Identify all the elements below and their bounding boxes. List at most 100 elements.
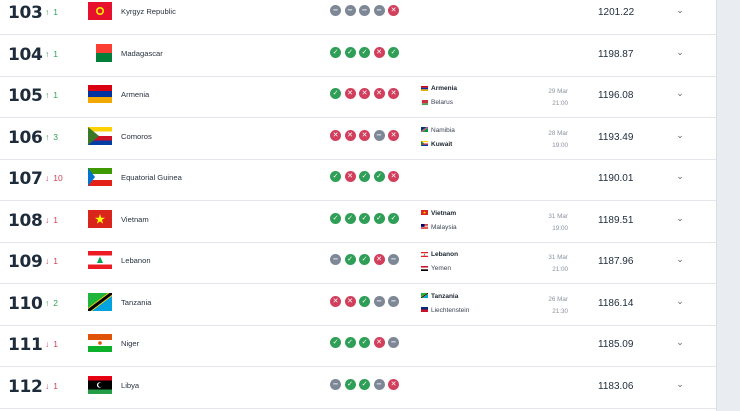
chevron-down-icon[interactable]: ⌄ — [676, 213, 684, 224]
draw-minus-icon: − — [373, 295, 385, 307]
country-name[interactable]: Madagascar — [121, 48, 163, 58]
rank-change-value: 1 — [53, 380, 58, 391]
team-flag-icon — [421, 251, 428, 257]
draw-minus-icon: − — [344, 5, 356, 16]
table-row[interactable]: 106 ↑ 3 Comoros ✕ ✕ ✕ − ✕ Namibia Kuwait 28 Mar 1… — [0, 118, 716, 160]
match-datetime: 28 Mar 19:00 — [520, 128, 568, 152]
loss-cross-icon: ✕ — [373, 254, 385, 265]
match-time: 19:00 — [552, 224, 568, 232]
country-name[interactable]: Vietnam — [121, 214, 149, 224]
rank-number: 108 — [8, 210, 43, 231]
rank-number: 103 — [8, 3, 43, 23]
country-name[interactable]: Niger — [121, 339, 140, 348]
rank-change-value: 1 — [53, 48, 58, 59]
rank-change: ↓ 1 — [45, 339, 58, 349]
loss-cross-icon: ✕ — [344, 129, 356, 141]
rank-up-arrow-icon: ↑ — [45, 131, 50, 142]
loss-cross-icon: ✕ — [344, 171, 356, 182]
match-home-team: Tanzania — [421, 293, 458, 303]
match-away-team: Yemen — [421, 265, 451, 275]
win-check-icon: ✓ — [344, 46, 356, 58]
loss-cross-icon: ✕ — [359, 88, 370, 99]
loss-cross-icon: ✕ — [388, 5, 399, 16]
rank-number: 104 — [8, 44, 43, 65]
table-row[interactable]: 112 ↓ 1 Libya − ✓ ✓ − ✕ 1183.06 ⌄ — [0, 367, 716, 409]
rank-number: 107 — [8, 169, 43, 189]
rank-down-arrow-icon: ↓ — [45, 214, 50, 225]
match-home-team: Armenia — [421, 85, 457, 95]
country-name[interactable]: Tanzania — [121, 297, 152, 307]
chevron-down-icon[interactable]: ⌄ — [676, 47, 684, 58]
win-check-icon: ✓ — [359, 295, 370, 307]
draw-minus-icon: − — [373, 378, 385, 390]
draw-minus-icon: − — [388, 254, 399, 265]
draw-minus-icon: − — [373, 129, 385, 141]
table-row[interactable]: 107 ↓ 10 Equatorial Guinea ✓ ✕ ✓ ✓ ✕ 1190.01 ⌄ — [0, 159, 716, 201]
chevron-down-icon[interactable]: ⌄ — [676, 130, 684, 141]
draw-minus-icon: − — [330, 5, 341, 16]
chevron-down-icon[interactable]: ⌄ — [676, 338, 684, 348]
loss-cross-icon: ✕ — [373, 46, 385, 58]
country-name[interactable]: Equatorial Guinea — [121, 173, 182, 182]
country-name[interactable]: Lebanon — [121, 256, 151, 265]
rank-change-value: 1 — [53, 90, 58, 100]
match-time: 21:30 — [552, 307, 568, 315]
chevron-down-icon[interactable]: ⌄ — [676, 6, 684, 16]
draw-minus-icon: − — [388, 337, 399, 348]
rank-down-arrow-icon: ↓ — [45, 256, 50, 266]
rank-number: 109 — [8, 252, 43, 272]
chevron-down-icon[interactable]: ⌄ — [676, 89, 684, 99]
draw-minus-icon: − — [388, 295, 399, 307]
draw-minus-icon: − — [373, 5, 385, 16]
table-row[interactable]: 111 ↓ 1 Niger ✓ ✓ ✓ ✕ −1185.09 ⌄ — [0, 325, 716, 367]
country-name[interactable]: Kyrgyz Republic — [121, 7, 176, 16]
loss-cross-icon: ✕ — [388, 129, 399, 141]
draw-minus-icon: − — [359, 5, 370, 16]
team-flag-icon — [421, 141, 428, 147]
loss-cross-icon: ✕ — [330, 129, 341, 141]
team-flag-icon — [421, 224, 428, 230]
table-row[interactable]: 103 ↑ 1 Kyrgyz Republic − − − − ✕ 1201.22 ⌄ — [0, 0, 716, 35]
country-flag-icon — [88, 209, 112, 228]
rank-change-value: 1 — [53, 214, 58, 225]
total-points: 1187.96 — [598, 256, 634, 267]
rank-change: ↑ 1 — [45, 49, 58, 59]
win-check-icon: ✓ — [388, 46, 399, 58]
win-check-icon: ✓ — [359, 46, 370, 58]
match-away-team: Malaysia — [421, 224, 457, 234]
win-check-icon: ✓ — [344, 212, 356, 224]
loss-cross-icon: ✕ — [344, 295, 356, 307]
chevron-down-icon[interactable]: ⌄ — [676, 172, 684, 182]
win-check-icon: ✓ — [344, 378, 356, 390]
rank-down-arrow-icon: ↓ — [45, 173, 50, 183]
table-row[interactable]: 104 ↑ 1 Madagascar ✓ ✓ ✓ ✕ ✓ 1198.87 ⌄ — [0, 35, 716, 77]
chevron-down-icon[interactable]: ⌄ — [676, 296, 684, 307]
match-datetime: 31 Mar 21:00 — [520, 252, 568, 276]
win-check-icon: ✓ — [330, 337, 341, 348]
rank-number: 111 — [8, 335, 43, 355]
match-datetime: 26 Mar 21:30 — [520, 294, 568, 318]
loss-cross-icon: ✕ — [388, 171, 399, 182]
match-time: 19:00 — [552, 141, 568, 149]
chevron-down-icon[interactable]: ⌄ — [676, 255, 684, 265]
match-datetime: 31 Mar 19:00 — [520, 211, 568, 235]
rank-change-value: 1 — [53, 256, 58, 266]
country-flag-icon — [88, 168, 112, 186]
country-name[interactable]: Libya — [121, 380, 140, 390]
table-row[interactable]: 110 ↑ 2 Tanzania ✕ ✕ ✓ − − Tanzania Liechtenstei… — [0, 284, 716, 326]
chevron-down-icon[interactable]: ⌄ — [676, 379, 684, 390]
country-name[interactable]: Comoros — [121, 131, 152, 141]
total-points: 1189.51 — [598, 214, 634, 226]
table-row[interactable]: 105 ↑ 1 Armenia ✓ ✕ ✕ ✕ ✕ Armenia Belarus 29 Mar… — [0, 76, 716, 118]
match-home-team: Lebanon — [421, 251, 458, 261]
table-row[interactable]: 108 ↓ 1 Vietnam ✓ ✓ ✓ ✓ ✓ Vietnam Malaysia 31 Ma… — [0, 201, 716, 243]
total-points: 1183.06 — [598, 380, 634, 392]
match-away-team: Belarus — [421, 99, 453, 109]
match-home-team: Vietnam — [421, 210, 456, 220]
country-flag-icon — [88, 43, 112, 62]
total-points: 1186.14 — [598, 297, 634, 309]
country-name[interactable]: Armenia — [121, 90, 150, 99]
win-check-icon: ✓ — [344, 254, 356, 265]
table-row[interactable]: 109 ↓ 1 Lebanon − ✓ ✓ ✕ − Lebanon Yemen 31 Mar 21… — [0, 242, 716, 284]
win-check-icon: ✓ — [359, 212, 370, 224]
